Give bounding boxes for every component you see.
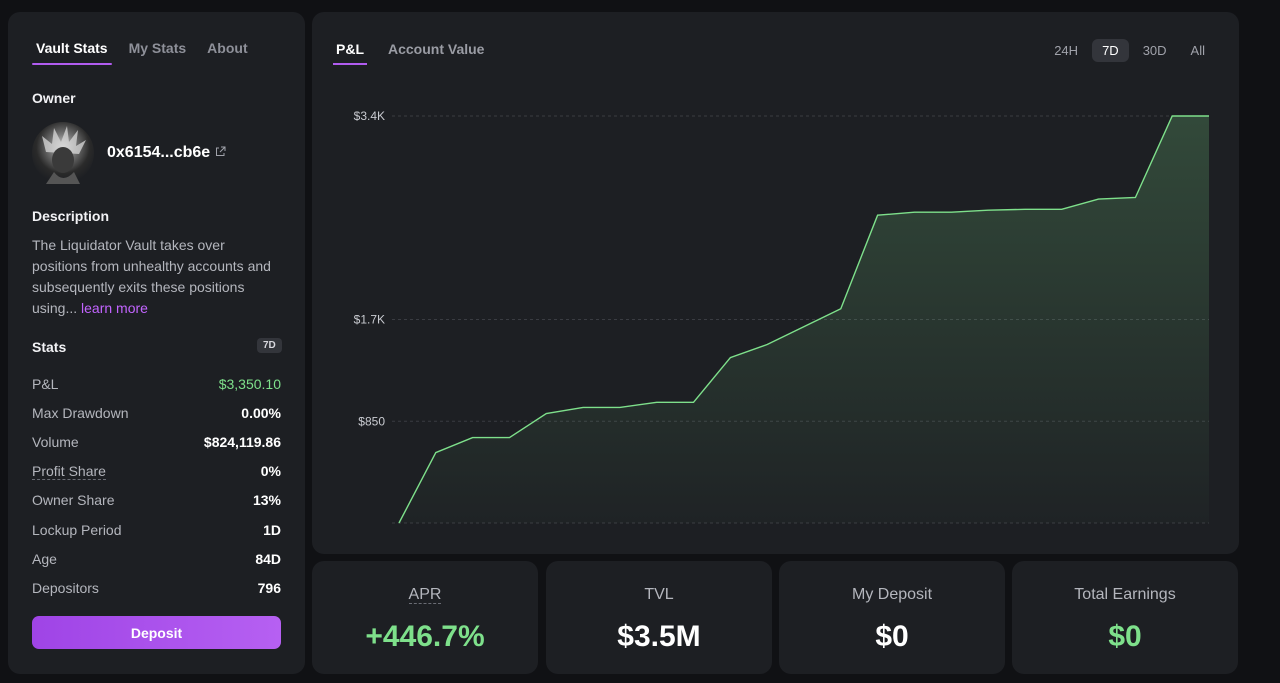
external-link-icon[interactable] — [215, 146, 226, 160]
tab-pnl[interactable]: P&L — [333, 41, 367, 65]
stat-row-lockup-period: Lockup Period 1D — [32, 515, 281, 544]
stat-value: 84D — [255, 550, 281, 567]
stat-label-tooltip[interactable]: Profit Share — [32, 462, 106, 480]
y-tick-label: $1.7K — [354, 313, 385, 327]
stat-row-pnl: P&L $3,350.10 — [32, 369, 281, 398]
stats-period-badge: 7D — [257, 338, 282, 353]
stats-title: Stats — [32, 339, 67, 355]
owner-title: Owner — [32, 90, 76, 106]
stat-label: Age — [32, 550, 57, 567]
stat-label: Max Drawdown — [32, 404, 129, 421]
stat-value: 0% — [260, 463, 281, 480]
stat-row-profit-share: Profit Share 0% — [32, 457, 281, 486]
range-all[interactable]: All — [1190, 43, 1205, 58]
sidebar-tabs: Vault Stats My Stats About — [32, 40, 265, 65]
my-deposit-value: $0 — [875, 620, 909, 653]
chart-tabs: P&L Account Value — [333, 41, 505, 65]
pnl-series-line — [398, 115, 1209, 524]
apr-label[interactable]: APR — [408, 586, 442, 604]
description-text: The Liquidator Vault takes over position… — [32, 235, 282, 319]
apr-value: +446.7% — [365, 620, 485, 653]
apr-card: APR +446.7% — [312, 561, 538, 674]
owner-row: 0x6154...cb6e — [32, 122, 226, 184]
stat-value: $824,119.86 — [203, 433, 281, 450]
total-earnings-card: Total Earnings $0 — [1012, 561, 1238, 674]
tab-vault-stats[interactable]: Vault Stats — [32, 40, 112, 65]
my-deposit-card: My Deposit $0 — [779, 561, 1005, 674]
stat-row-volume: Volume $824,119.86 — [32, 427, 281, 456]
tvl-card: TVL $3.5M — [546, 561, 772, 674]
stat-row-age: Age 84D — [32, 544, 281, 573]
vault-sidebar: Vault Stats My Stats About Owner 0x6154.… — [8, 12, 305, 674]
avatar[interactable] — [32, 122, 94, 184]
stat-label: Volume — [32, 433, 79, 450]
description-body: The Liquidator Vault takes over position… — [32, 237, 271, 316]
learn-more-link[interactable]: learn more — [81, 300, 148, 316]
chart-panel: P&L Account Value 24H 7D 30D All $3.4K $1… — [312, 12, 1239, 554]
stat-value: 0.00% — [241, 404, 281, 421]
description-title: Description — [32, 208, 110, 224]
total-earnings-value: $0 — [1108, 620, 1142, 653]
tab-my-stats[interactable]: My Stats — [128, 40, 187, 56]
stat-row-max-drawdown: Max Drawdown 0.00% — [32, 398, 281, 427]
stat-label: Lockup Period — [32, 521, 122, 538]
stat-row-depositors: Depositors 796 — [32, 573, 281, 602]
stat-value: 1D — [263, 521, 281, 538]
my-deposit-label: My Deposit — [851, 586, 933, 603]
stat-label: Depositors — [32, 579, 99, 596]
stat-row-owner-share: Owner Share 13% — [32, 486, 281, 515]
range-24h[interactable]: 24H — [1054, 43, 1079, 58]
tab-account-value[interactable]: Account Value — [388, 41, 485, 57]
stat-value: $3,350.10 — [218, 375, 281, 392]
tvl-value: $3.5M — [617, 620, 701, 653]
range-30d[interactable]: 30D — [1142, 43, 1167, 58]
tab-about[interactable]: About — [207, 40, 248, 56]
stats-list: P&L $3,350.10 Max Drawdown 0.00% Volume … — [32, 369, 281, 603]
y-tick-label: $850 — [358, 414, 385, 428]
stat-value: 13% — [252, 492, 281, 509]
owner-address[interactable]: 0x6154...cb6e — [107, 144, 211, 161]
stat-value: 796 — [257, 579, 281, 596]
avatar-image — [42, 126, 86, 184]
time-range-selector: 24H 7D 30D All — [1044, 39, 1215, 62]
deposit-button[interactable]: Deposit — [32, 616, 281, 649]
y-tick-label: $3.4K — [354, 109, 385, 123]
range-7d[interactable]: 7D — [1092, 39, 1129, 62]
tvl-label: TVL — [644, 586, 674, 603]
stat-label: Owner Share — [32, 492, 115, 509]
card-label: APR — [312, 586, 538, 604]
pnl-area-fill — [399, 116, 1209, 523]
pnl-chart[interactable]: $3.4K $1.7K $850 — [312, 12, 1239, 554]
total-earnings-label: Total Earnings — [1074, 586, 1176, 603]
stat-label: P&L — [32, 375, 59, 392]
